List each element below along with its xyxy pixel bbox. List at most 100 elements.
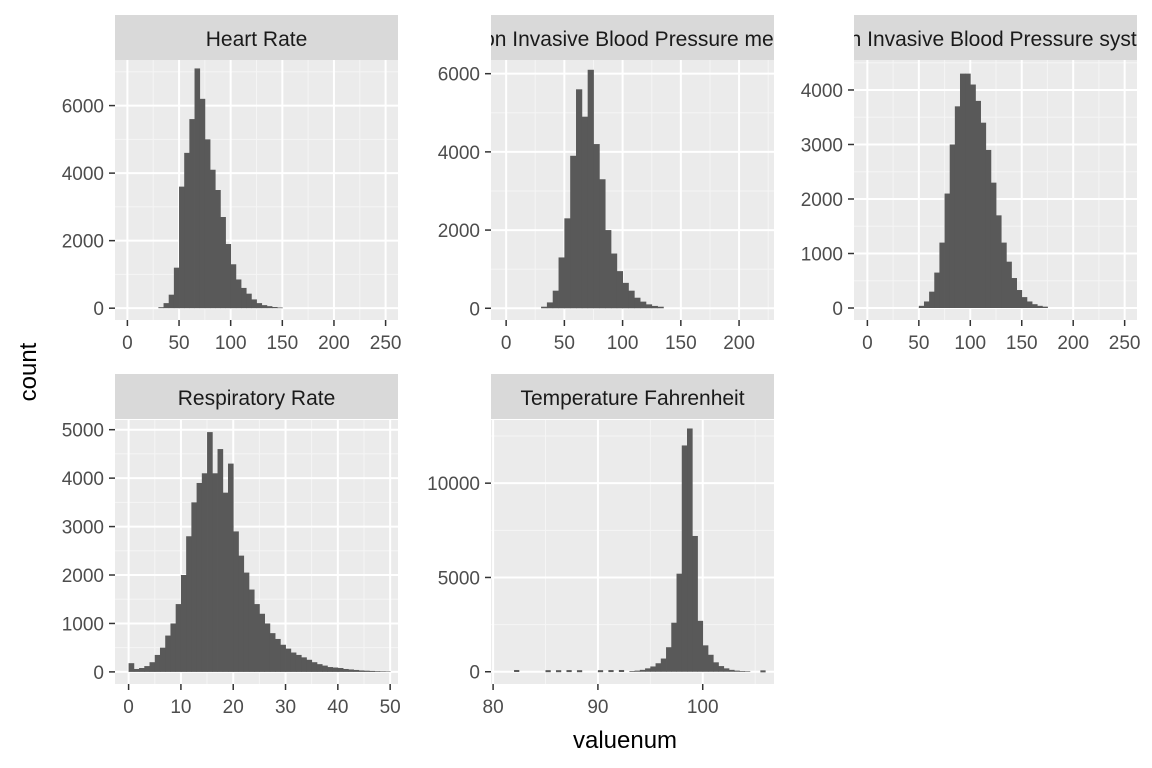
x-tick-label: 250 — [1109, 333, 1141, 354]
histogram-bar — [713, 662, 719, 672]
histogram-bar — [301, 657, 307, 672]
histogram-bar — [965, 73, 971, 309]
histogram-bar — [918, 305, 925, 309]
facet-panel-hr: Heart Rate 0 50 100 150 200 250 0 2000 4000 6000 — [62, 15, 402, 354]
histogram-bar — [640, 301, 647, 309]
x-tick-label: 100 — [687, 697, 719, 718]
facet-panel-temp: Temperature Fahrenheit 80 90 100 0 5000 10000 — [427, 374, 774, 718]
y-tick-label: 2000 — [801, 190, 843, 211]
histogram-bar — [217, 449, 224, 672]
strip-background — [491, 15, 774, 60]
histogram-bar — [332, 667, 339, 672]
histogram-bar — [707, 654, 714, 672]
histogram-bar — [327, 667, 334, 672]
histogram-bar — [723, 668, 730, 672]
histogram-bar — [576, 670, 583, 673]
histogram-bar — [760, 670, 766, 673]
y-tick-label: 0 — [832, 299, 843, 320]
histogram-bar — [610, 253, 618, 309]
histogram-bar — [593, 144, 600, 309]
histogram-bar — [175, 604, 182, 672]
histogram-bar — [295, 654, 302, 672]
histogram-bar — [180, 575, 187, 672]
histogram-bar — [929, 291, 935, 309]
histogram-bar — [939, 242, 945, 309]
histogram-bar — [734, 670, 740, 672]
y-tick-label: 0 — [93, 299, 104, 320]
strip-background — [854, 15, 1137, 60]
strip-label: Temperature Fahrenheit — [520, 387, 744, 410]
histogram-bar — [650, 666, 656, 672]
x-tick-label: 50 — [168, 333, 189, 354]
histogram-bar — [215, 190, 221, 309]
x-tick-label: 80 — [483, 697, 504, 718]
histogram-bar — [1037, 305, 1043, 309]
histogram-bar — [139, 668, 145, 672]
histogram-bar — [353, 669, 360, 672]
histogram-bar — [657, 306, 664, 309]
panel-background — [491, 60, 774, 320]
y-tick-label: 6000 — [438, 65, 480, 86]
histogram-bar — [558, 257, 565, 309]
histogram-bar — [191, 502, 198, 672]
histogram-bar — [718, 666, 725, 672]
histogram-bar — [639, 669, 646, 672]
facet-panel-rr: Respiratory Rate 0 10 20 30 40 50 0 1000 2000 3000… — [62, 374, 401, 718]
x-tick-label: 90 — [587, 697, 608, 718]
histogram-bar — [975, 100, 981, 309]
strip-label: Non Invasive Blood Pressure mean — [468, 28, 797, 51]
histogram-bar — [343, 668, 349, 672]
strip-background — [115, 374, 398, 419]
histogram-bar — [225, 244, 232, 309]
histogram-bar — [1016, 290, 1023, 309]
panel-background — [491, 420, 774, 684]
x-tick-label: 30 — [275, 697, 296, 718]
histogram-bar — [311, 662, 318, 672]
histogram-bar — [676, 573, 683, 672]
histogram-bar — [655, 663, 662, 672]
histogram-bar — [133, 668, 140, 672]
histogram-bar — [243, 572, 250, 672]
x-tick-label: 200 — [318, 333, 350, 354]
y-tick-label: 0 — [469, 663, 480, 684]
histogram-bar — [233, 531, 239, 672]
x-tick-label: 250 — [370, 333, 402, 354]
histogram-bar — [285, 648, 292, 672]
histogram-bar — [379, 671, 386, 672]
histogram-bar — [194, 68, 201, 309]
histogram-bar — [196, 482, 203, 672]
x-tick-label: 0 — [862, 333, 873, 354]
histogram-bar — [220, 217, 226, 309]
histogram-bar — [671, 622, 677, 672]
y-tick-label: 1000 — [801, 245, 843, 266]
y-tick-label: 4000 — [438, 143, 480, 164]
histogram-bar — [1026, 301, 1033, 309]
histogram-bar — [692, 535, 698, 672]
y-tick-label: 4000 — [62, 469, 104, 490]
x-tick-label: 100 — [954, 333, 986, 354]
histogram-bar — [546, 302, 554, 309]
histogram-bar — [254, 604, 260, 672]
y-tick-label: 5000 — [438, 568, 480, 589]
histogram-bar — [165, 635, 171, 672]
histogram-bar — [985, 149, 992, 309]
histogram-bar — [570, 155, 577, 309]
histogram-bar — [739, 670, 746, 672]
histogram-bar — [248, 589, 255, 672]
histogram-bar — [316, 664, 323, 672]
histogram-bar — [645, 668, 651, 672]
x-tick-label: 40 — [327, 697, 348, 718]
histogram-bar — [616, 271, 624, 309]
histogram-bar — [186, 536, 192, 672]
histogram-bar — [634, 297, 641, 309]
histogram-bar — [280, 644, 286, 672]
histogram-bar — [552, 290, 559, 309]
strip-label: Non Invasive Blood Pressure systolic — [823, 28, 1152, 51]
histogram-bar — [980, 122, 987, 309]
strip-label: Heart Rate — [206, 28, 308, 51]
histogram-bar — [212, 473, 218, 672]
y-axis-title: count — [15, 342, 42, 401]
histogram-bar — [189, 119, 195, 309]
histogram-bar — [744, 671, 751, 672]
